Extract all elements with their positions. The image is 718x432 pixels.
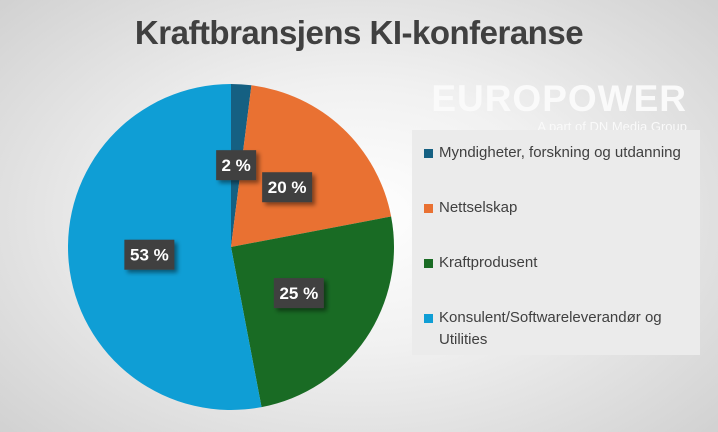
legend-swatch: [424, 259, 433, 268]
pie-slice: [231, 85, 392, 247]
data-label-text: 20 %: [268, 178, 307, 197]
data-label-text: 2 %: [222, 156, 251, 175]
data-label: 25 %: [273, 278, 324, 309]
legend-item: Nettselskap: [424, 197, 699, 219]
legend-item: Kraftprodusent: [424, 252, 699, 274]
legend-swatch: [424, 204, 433, 213]
legend-label: Myndigheter, forskning og utdanning: [439, 144, 681, 161]
legend: Myndigheter, forskning og utdanning Netts…: [412, 130, 700, 355]
legend-label: Nettselskap: [439, 199, 518, 216]
data-label: 2 %: [216, 150, 257, 181]
legend-label: Konsulent/Softwareleverandør og Utilitie…: [439, 309, 662, 348]
data-label-text: 25 %: [279, 284, 318, 303]
logo-name: EUROPOWER: [431, 78, 687, 119]
chart-title: Kraftbransjens KI-konferanse: [134, 14, 584, 51]
europower-logo: EUROPOWER A part of DN Media Group: [425, 78, 687, 135]
legend-item: Konsulent/Softwareleverandør og Utilitie…: [424, 307, 699, 351]
pie-slice: [231, 216, 394, 408]
legend-swatch: [424, 314, 433, 323]
data-label-text: 53 %: [130, 246, 169, 265]
legend-swatch: [424, 149, 433, 158]
legend-item: Myndigheter, forskning og utdanning: [424, 142, 699, 164]
data-label: 20 %: [262, 172, 313, 203]
data-label: 53 %: [124, 239, 175, 270]
legend-label: Kraftprodusent: [439, 254, 538, 271]
